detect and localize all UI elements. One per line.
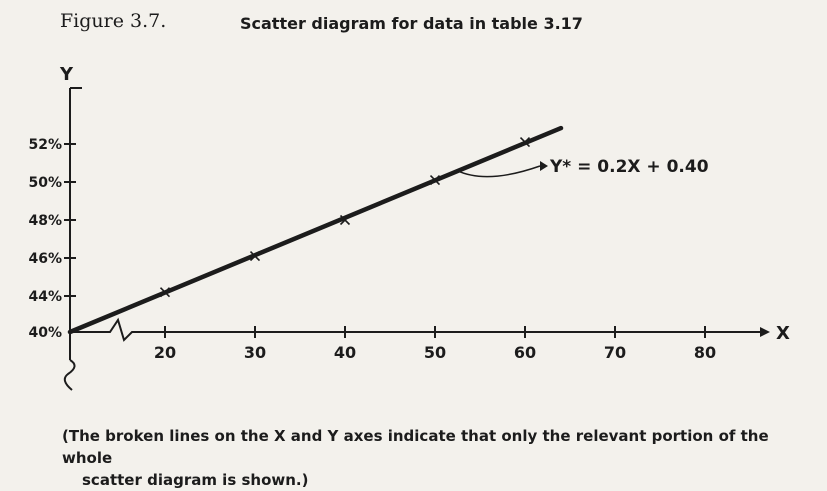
figure-label: Figure 3.7. — [60, 10, 167, 32]
data-point-mark — [519, 137, 531, 148]
x-tick-label-30: 30 — [244, 343, 266, 362]
y-tick-label-40: 40% — [28, 325, 62, 341]
y-tick-label-48: 48% — [28, 213, 62, 229]
data-point-4 — [429, 175, 441, 186]
data-point-1 — [159, 287, 171, 298]
y-axis-break — [63, 359, 76, 391]
x-tick-label-50: 50 — [424, 343, 446, 362]
equation-label: Y* = 0.2X + 0.40 — [549, 157, 709, 177]
caption-line-1: (The broken lines on the X and Y axes in… — [62, 427, 769, 467]
regression-line — [67, 125, 564, 335]
x-tick-label-70: 70 — [604, 343, 626, 362]
x-tick-label-60: 60 — [514, 343, 536, 362]
y-tick-label-50: 50% — [28, 175, 62, 191]
y-axis-label: Y — [59, 64, 74, 85]
equation-leader — [456, 165, 541, 178]
data-point-mark — [339, 214, 351, 226]
y-tick-label-46: 46% — [28, 251, 62, 267]
y-tick-label-52: 52% — [28, 137, 62, 153]
x-tick-label-40: 40 — [334, 343, 356, 362]
y-tick-label-44: 44% — [28, 289, 62, 305]
data-point-mark — [159, 287, 171, 298]
data-point-mark — [249, 251, 261, 262]
x-axis-label: X — [776, 323, 790, 344]
caption-line-2: scatter diagram is shown.) — [82, 471, 309, 489]
data-point-5 — [519, 137, 531, 148]
equation-arrowhead — [540, 161, 548, 171]
x-tick-label-80: 80 — [694, 343, 716, 362]
x-axis-arrow — [760, 327, 770, 337]
x-axis-line — [70, 317, 760, 342]
chart-title: Scatter diagram for data in table 3.17 — [240, 14, 583, 33]
x-tick-label-20: 20 — [154, 343, 176, 362]
figure-caption: (The broken lines on the X and Y axes in… — [62, 425, 802, 491]
data-point-3 — [339, 214, 351, 226]
data-point-mark — [429, 175, 441, 186]
data-point-2 — [249, 251, 261, 262]
